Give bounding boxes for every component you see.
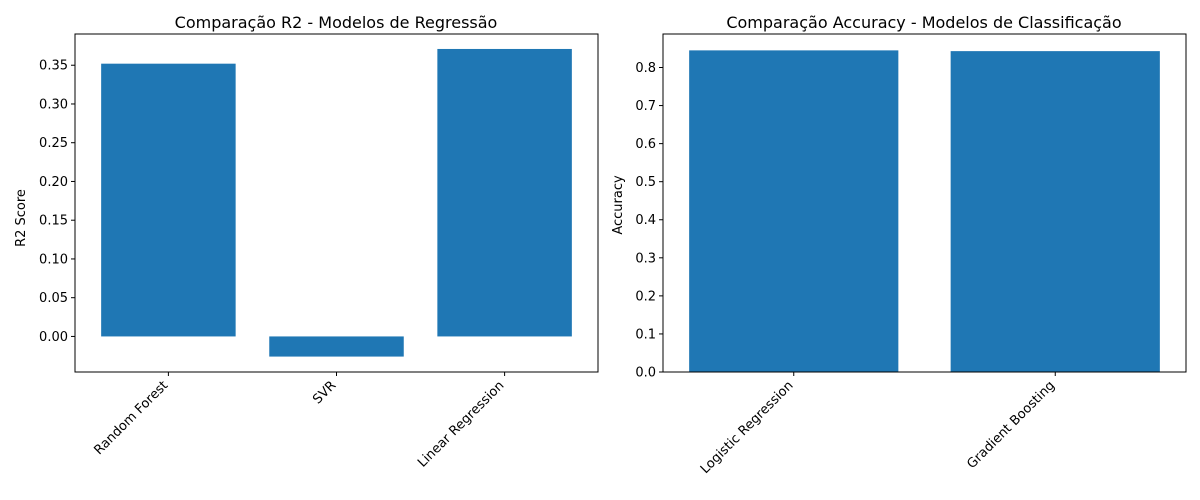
bar-linear-regression: [437, 48, 572, 337]
y-tick-label: 0.4: [635, 213, 656, 228]
bar-svr: [269, 336, 404, 357]
y-tick-label: 0.30: [39, 97, 68, 112]
y-tick-label: 0.20: [39, 175, 68, 190]
y-axis-label: Accuracy: [611, 175, 626, 235]
y-tick-label: 0.2: [635, 289, 656, 304]
bar-gradient-boosting: [950, 51, 1160, 372]
y-tick-label: 0.6: [635, 137, 656, 152]
bar-random-forest: [101, 63, 236, 337]
y-tick-label: 0.15: [39, 214, 68, 229]
y-tick-label: 0.3: [635, 251, 656, 266]
x-tick-label: Random Forest: [91, 378, 171, 458]
y-tick-label: 0.7: [635, 99, 656, 114]
y-tick-label: 0.1: [635, 327, 656, 342]
y-tick-label: 0.00: [39, 330, 68, 345]
y-tick-label: 0.0: [635, 366, 656, 381]
y-tick-label: 0.35: [39, 59, 68, 74]
axes-frame: [662, 33, 1187, 373]
x-tick-label: SVR: [310, 378, 339, 407]
y-tick-label: 0.10: [39, 252, 68, 267]
x-tick-label: Linear Regression: [415, 378, 507, 470]
bar-logistic-regression: [689, 50, 899, 373]
y-tick-label: 0.25: [39, 136, 68, 151]
chart-title: Comparação R2 - Modelos de Regressão: [175, 13, 498, 32]
x-tick-label: Gradient Boosting: [964, 378, 1058, 472]
classification-accuracy-chart: Comparação Accuracy - Modelos de Classif…: [611, 13, 1187, 477]
chart-title: Comparação Accuracy - Modelos de Classif…: [726, 13, 1121, 32]
x-tick-label: Logistic Regression: [698, 378, 797, 477]
y-tick-label: 0.8: [635, 61, 656, 76]
y-tick-label: 0.05: [39, 291, 68, 306]
y-axis-label: R2 Score: [14, 189, 29, 247]
y-tick-label: 0.5: [635, 175, 656, 190]
regression-r2-chart: Comparação R2 - Modelos de Regressão R2 …: [14, 13, 599, 471]
